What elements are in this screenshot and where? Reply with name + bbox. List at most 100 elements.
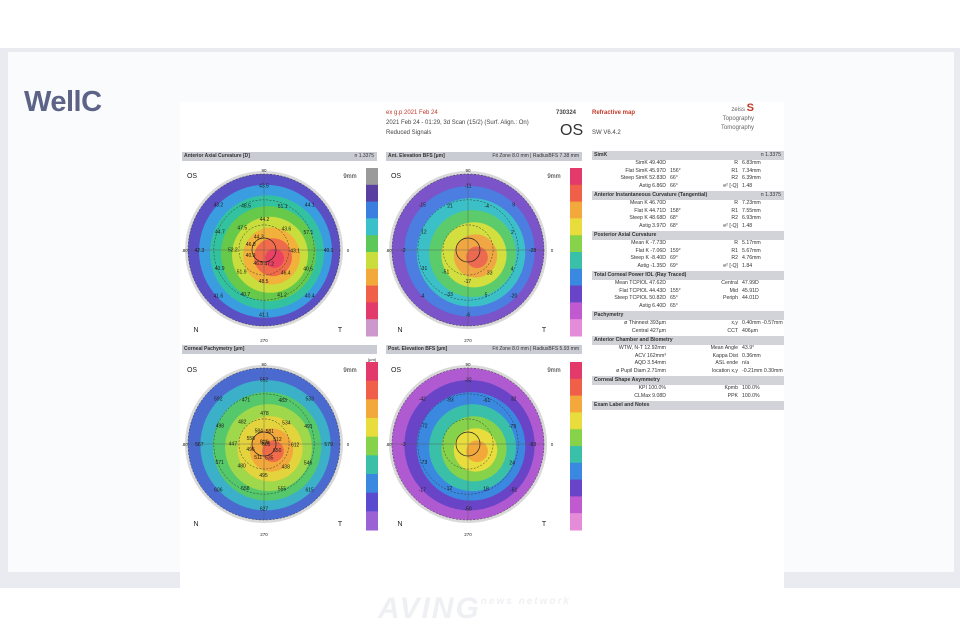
map-value: 44.1: [305, 202, 315, 208]
map-value: 40.1: [324, 248, 334, 254]
map-value: 571: [215, 460, 224, 466]
scale-segment: [366, 399, 378, 419]
table-row: Flat TCPIOL 44.43D 155° Mid 45.91D: [592, 288, 784, 296]
table-cell: 65°: [670, 302, 678, 309]
table-cell: Mean K 46.70D: [629, 200, 666, 206]
section-header: SimK n 1.3375: [592, 151, 784, 160]
deg-180-label: 180: [386, 442, 392, 447]
map-value: 558: [247, 436, 256, 442]
map-value: 44.7: [215, 229, 225, 235]
table-cell: R: [734, 160, 738, 166]
vendor-mark: S: [746, 102, 754, 114]
table-cell: 69°: [670, 262, 678, 269]
map-value: -17: [464, 279, 471, 285]
scale-segment: [570, 378, 582, 397]
section-title: SimK: [594, 152, 608, 158]
pachymetry-map[interactable]: OS 9mm N T 90 270 0 180 579 615 627 606 567 592 552 533…: [182, 358, 382, 536]
map-value: 43.6: [281, 226, 291, 232]
table-row: CLMax 9.08D PPK 100.0%: [592, 393, 784, 401]
section-header: Pachymetry: [592, 311, 784, 320]
table-cell: ø Thinnest 393µm: [624, 320, 666, 326]
signal-info: Reduced Signals: [386, 130, 432, 136]
map-value: 40.7: [240, 292, 250, 298]
anterior-elevation-map[interactable]: OS 9mm N T 90 270 0 180 -28 -20 -6 -4 -2 -15 -11 9 4 5 -33…: [386, 164, 586, 344]
map-value: 42.3: [195, 248, 205, 254]
table-cell: Astig 6.40D: [639, 302, 666, 309]
temporal-label: T: [338, 521, 343, 528]
table-cell: Flat K 44.71D: [634, 207, 666, 214]
map-value: 606: [214, 488, 223, 494]
scale-segment: [570, 429, 582, 447]
axial-curvature-map[interactable]: OS 9mm N T 90 270 0 180 40.1 40.4 41.1 41.6 42.3 43.2…: [182, 164, 382, 344]
table-cell: SimK 49.40D: [635, 160, 666, 166]
map-value: 44.2: [260, 217, 270, 223]
scale-segment: [366, 380, 378, 400]
deg-180-label: 180: [386, 248, 392, 253]
table-cell: R: [734, 200, 738, 206]
map-value: -17: [419, 488, 426, 494]
scale-segment: [366, 436, 378, 456]
temporal-label: T: [338, 327, 343, 334]
section-title: Posterior Axial Curvature: [594, 232, 657, 238]
table-cell: Mean K -7.73D: [631, 240, 666, 246]
deg-270-label: 270: [464, 338, 472, 343]
posterior-elevation-map[interactable]: OS 9mm N T 90 270 0 180 -93 -51 -50 -17 -3 -42 -32 32 24…: [386, 358, 586, 536]
table-row: SimK 49.40D R 6.83mm: [592, 160, 784, 168]
map-value: 480: [237, 464, 246, 470]
table-cell: -0.21mm 0.30mm: [742, 367, 783, 374]
map-value: -15: [419, 202, 426, 208]
map-value: 535: [265, 455, 274, 461]
map-value: 581: [266, 429, 275, 435]
map-value: -20: [510, 294, 517, 300]
scale-segment: [366, 235, 378, 253]
table-cell: 0.36mm: [742, 352, 761, 359]
map-value: -6: [466, 313, 471, 319]
deg-270-label: 270: [464, 532, 472, 536]
map-value: 33: [487, 270, 493, 276]
section-title: Total Corneal Power IOL (Ray Traced): [594, 272, 687, 278]
map-value: 616: [260, 440, 269, 446]
table-row: Steep K -8.40D 69° R2 4.76mm: [592, 255, 784, 263]
map-value: 533: [306, 396, 315, 402]
scale-segment: [366, 252, 378, 270]
map-value: 601: [262, 442, 271, 448]
map-title-ant-elev: Ant. Elevation BFS [µm] Fit Zone 8.0 mm |…: [386, 152, 582, 161]
table-cell: KPI 100.0%: [638, 385, 666, 391]
scale-segment: [366, 474, 378, 494]
map-title-right: Fit Zone 8.0 mm | RadiusBFS 5.93 mm: [492, 346, 579, 352]
scan-info: 2021 Feb 24 - 01:29, 3d Scan (15/2) (Sur…: [386, 120, 529, 126]
map-value: 41.2: [277, 292, 287, 298]
table-row: Central 427µm CCT 406µm: [592, 328, 784, 336]
map-value: 43.2: [213, 202, 223, 208]
section-title: Exam Label and Notes: [594, 402, 650, 408]
table-cell: Steep K 48.68D: [629, 215, 666, 221]
table-cell: 66°: [670, 182, 678, 189]
section-header: Total Corneal Power IOL (Ray Traced): [592, 271, 784, 280]
map-value: 46.5: [253, 261, 263, 267]
map-value: 41.1: [259, 313, 269, 319]
table-cell: CCT: [727, 327, 738, 334]
map-value: -73: [420, 460, 427, 466]
section-title: Pachymetry: [594, 312, 624, 318]
deg-270-label: 270: [260, 532, 268, 536]
scale-mm-label: 9mm: [343, 368, 356, 374]
eye-label: OS: [560, 122, 584, 139]
map-value: -93: [446, 398, 453, 404]
section-header: Posterior Axial Curvature: [592, 231, 784, 240]
map-value: 24: [509, 461, 515, 467]
map-value: -4: [420, 294, 425, 300]
table-cell: Central 427µm: [631, 327, 666, 334]
table-row: Mean K 46.70D R 7.23mm: [592, 200, 784, 208]
deg-90-label: 90: [465, 168, 471, 173]
report-title: Refractive map: [592, 110, 636, 116]
scale-segment: [366, 201, 378, 219]
scale-segment: [570, 184, 582, 203]
table-cell: 7.55mm: [742, 207, 761, 214]
map-value: 57.1: [304, 230, 314, 236]
map-value: 47.2: [264, 261, 274, 267]
table-cell: Flat K -7.06D: [635, 247, 666, 254]
table-cell: 69°: [670, 255, 678, 261]
scale-segment: [570, 496, 582, 514]
map-value: 584: [255, 429, 264, 435]
aving-watermark: AVINGnews network: [378, 592, 571, 626]
